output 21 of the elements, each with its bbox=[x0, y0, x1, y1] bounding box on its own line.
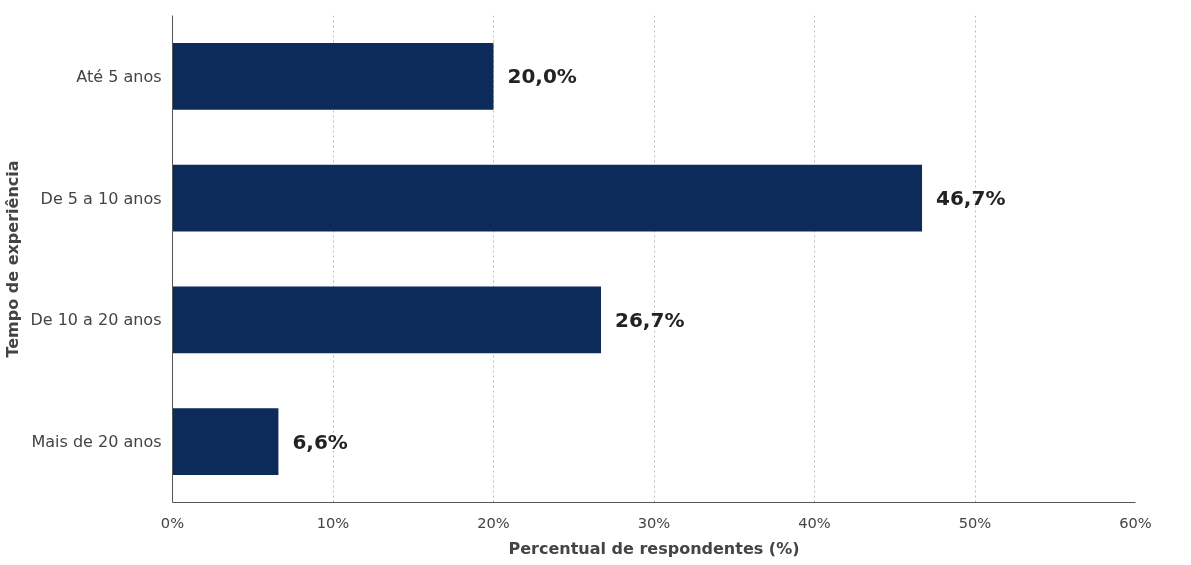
bar bbox=[172, 286, 602, 354]
y-tick-label: De 10 a 20 anos bbox=[30, 310, 162, 330]
x-tick-label: 10% bbox=[316, 513, 350, 531]
x-tick-label: 50% bbox=[958, 513, 992, 531]
x-tick-label: 60% bbox=[1119, 513, 1152, 531]
data-label: 6,6% bbox=[292, 429, 348, 454]
y-tick-label: De 5 a 10 anos bbox=[40, 188, 162, 208]
bar bbox=[172, 42, 494, 110]
data-label: 26,7% bbox=[615, 307, 685, 332]
x-axis-title: Percentual de respondentes (%) bbox=[508, 538, 800, 558]
y-axis-title: Tempo de experiência bbox=[3, 160, 23, 358]
y-tick-label: Até 5 anos bbox=[76, 66, 162, 86]
x-tick-label: 20% bbox=[477, 513, 510, 531]
x-tick-label: 0% bbox=[160, 513, 185, 531]
y-tick-label: Mais de 20 anos bbox=[31, 432, 162, 452]
bar bbox=[172, 408, 279, 476]
x-tick-label: 30% bbox=[637, 513, 671, 531]
x-tick-label: 40% bbox=[798, 513, 831, 531]
data-label: 46,7% bbox=[936, 186, 1006, 211]
data-label: 20,0% bbox=[507, 64, 577, 89]
bar bbox=[172, 164, 923, 232]
